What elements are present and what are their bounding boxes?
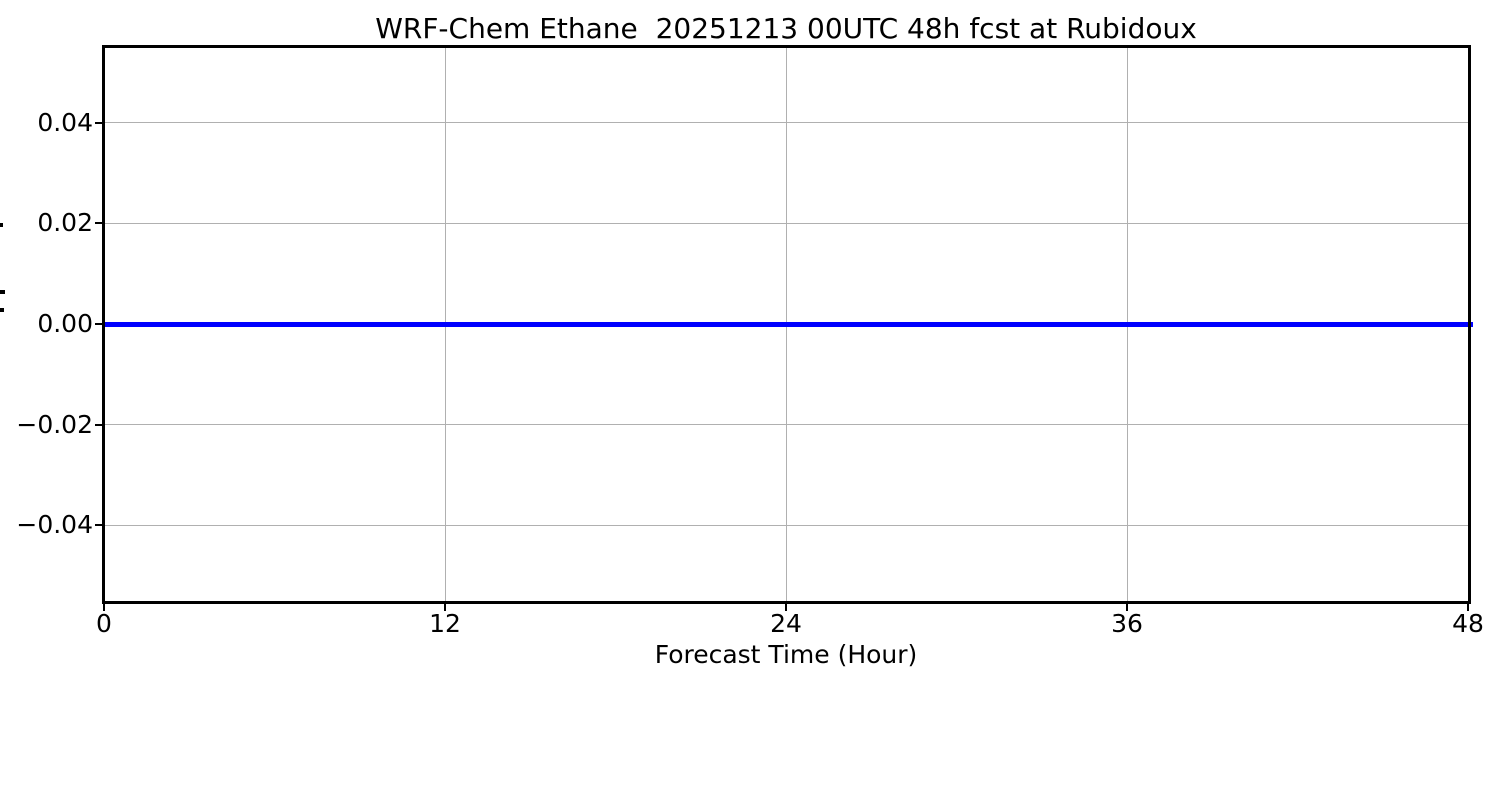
y-axis-label-clipped bbox=[0, 290, 5, 294]
x-tick-label: 24 bbox=[770, 609, 802, 638]
x-axis-label: Forecast Time (Hour) bbox=[654, 640, 918, 669]
y-tick-label: −0.04 bbox=[16, 510, 93, 540]
x-tick bbox=[1467, 604, 1469, 611]
chart-title: WRF-Chem Ethane 20251213 00UTC 48h fcst … bbox=[375, 12, 1197, 45]
plot-border bbox=[102, 45, 1471, 604]
y-tick bbox=[95, 121, 103, 124]
y-tick bbox=[95, 423, 103, 426]
x-tick bbox=[1126, 604, 1128, 611]
y-tick bbox=[95, 323, 103, 325]
y-tick-label: −0.02 bbox=[16, 409, 93, 439]
y-tick bbox=[95, 222, 103, 225]
y-gridline bbox=[104, 122, 1468, 124]
y-gridline bbox=[104, 222, 1468, 224]
x-tick-label: 0 bbox=[96, 609, 112, 638]
y-tick-label: 0.02 bbox=[37, 208, 93, 238]
y-axis-label-clipped bbox=[0, 223, 3, 227]
x-tick-label: 48 bbox=[1452, 609, 1484, 638]
x-tick bbox=[785, 604, 787, 611]
y-tick-label: 0.04 bbox=[37, 107, 93, 137]
y-axis-label-clipped bbox=[0, 308, 4, 312]
y-tick-label: 0.00 bbox=[37, 309, 93, 338]
x-tick bbox=[103, 604, 105, 611]
y-gridline bbox=[104, 524, 1468, 526]
x-tick bbox=[444, 604, 446, 611]
y-tick bbox=[95, 524, 103, 527]
x-tick-label: 36 bbox=[1111, 609, 1143, 638]
y-gridline bbox=[104, 424, 1468, 426]
ethane-forecast-line bbox=[104, 321, 1473, 327]
x-tick-label: 12 bbox=[429, 609, 461, 638]
